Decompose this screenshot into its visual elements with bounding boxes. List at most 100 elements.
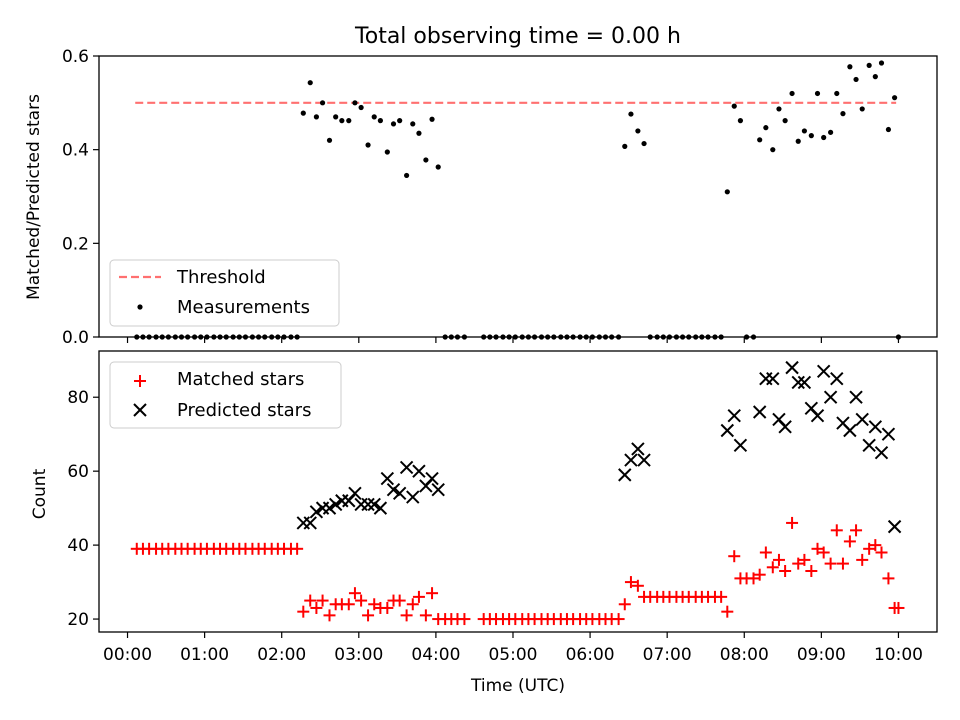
matched-point	[400, 609, 413, 622]
measurement-point	[885, 126, 892, 133]
measurement-point	[377, 118, 383, 124]
predicted-point	[720, 423, 735, 438]
predicted-point-stroke	[855, 412, 869, 427]
predicted-point-stroke	[797, 375, 812, 390]
predicted-point	[810, 408, 825, 423]
measurement-point	[763, 125, 769, 131]
measurement-point	[641, 140, 647, 147]
matched-point	[291, 542, 304, 555]
predicted-point-stroke	[887, 519, 902, 534]
predicted-point	[373, 501, 388, 515]
counts-y-tick-label: 80	[67, 388, 89, 408]
predicted-point	[412, 464, 426, 478]
x-axis-label: Time (UTC)	[470, 676, 565, 696]
predicted-point-stroke	[406, 490, 420, 504]
x-tick-label: 01:00	[180, 645, 229, 665]
x-tick-label: 09:00	[797, 645, 846, 665]
predicted-legend-swatch	[133, 403, 147, 417]
measurement-point	[859, 106, 865, 112]
measurement-point	[307, 80, 313, 86]
matched-point	[792, 557, 805, 570]
matched-point	[817, 546, 830, 559]
matched-point	[779, 564, 792, 577]
matched-point	[618, 598, 631, 611]
x-tick-label: 06:00	[566, 645, 615, 665]
predicted-point-stroke	[386, 482, 401, 497]
measurement-point	[635, 128, 641, 134]
matched-legend-swatch	[134, 375, 146, 387]
ratio-panel: 0.0 0.2 0.4 0.6 Matched/Predicted stars Thr…	[24, 47, 938, 348]
predicted-point	[618, 468, 632, 482]
ratio-y-tick-label: 0.4	[62, 141, 89, 161]
measurement-point	[319, 100, 326, 106]
measurement-point	[423, 157, 429, 163]
counts-x-ticks: 00:00 01:00 02:00 03:00 04:00 05:00 06:00 07:00…	[103, 632, 923, 665]
predicted-point	[380, 471, 395, 486]
predicted-point	[797, 375, 812, 390]
matched-point	[342, 598, 355, 611]
predicted-point	[849, 390, 863, 404]
measurement-point	[404, 172, 410, 179]
predicted-point-stroke	[431, 482, 445, 497]
predicted-point-stroke	[810, 408, 825, 423]
x-tick-label: 00:00	[103, 645, 152, 665]
matched-point	[811, 542, 824, 555]
matched-point	[856, 553, 869, 566]
measurement-point	[326, 137, 333, 143]
matched-point	[759, 546, 772, 559]
measurement-point	[333, 114, 339, 120]
predicted-point	[778, 420, 792, 434]
measurement-point	[384, 149, 390, 155]
measurement-point	[416, 130, 422, 136]
predicted-point-stroke	[303, 516, 317, 530]
predicted-point-stroke	[412, 464, 426, 478]
predicted-point-stroke	[618, 468, 632, 482]
x-tick-label: 05:00	[488, 645, 537, 665]
predicted-point-stroke	[823, 390, 838, 404]
ratio-x-ticks	[126, 337, 900, 343]
matched-point	[721, 605, 734, 618]
matched-point	[348, 587, 361, 600]
predicted-point-stroke	[881, 427, 896, 441]
predicted-point-stroke	[733, 438, 748, 452]
predicted-point	[874, 445, 889, 460]
predicted-point	[830, 372, 844, 386]
predicted-point	[624, 453, 638, 467]
matched-point	[419, 609, 432, 622]
predicted-point-stroke	[309, 505, 324, 519]
measurement-point	[410, 121, 416, 127]
predicted-point	[386, 482, 401, 497]
predicted-point	[637, 453, 651, 467]
x-tick-label: 02:00	[257, 645, 306, 665]
x-tick-label: 08:00	[720, 645, 769, 665]
measurements-legend-label: Measurements	[177, 297, 310, 318]
predicted-point-stroke	[778, 420, 792, 434]
predicted-point	[733, 438, 748, 452]
predicted-point	[862, 438, 876, 452]
matched-point	[316, 594, 329, 607]
predicted-point-stroke	[816, 364, 831, 379]
matched-point	[393, 594, 406, 607]
matched-point	[850, 524, 863, 537]
predicted-point-stroke	[361, 497, 375, 512]
predicted-point-stroke	[348, 486, 362, 501]
predicted-point-stroke	[804, 401, 819, 416]
matched-point	[875, 546, 888, 559]
measurement-point	[834, 90, 840, 97]
predicted-point	[392, 486, 407, 501]
measurement-point	[828, 129, 834, 135]
matched-point	[631, 579, 644, 592]
predicted-point	[855, 412, 869, 427]
counts-y-tick-label: 60	[67, 462, 89, 482]
matched-point	[412, 590, 425, 603]
predicted-point	[348, 486, 362, 501]
matched-point	[786, 516, 799, 529]
ratio-y-tick-label: 0.6	[62, 47, 89, 67]
predicted-point	[843, 423, 857, 438]
measurement-point	[390, 121, 397, 127]
counts-legend: Matched stars Predicted stars	[109, 361, 342, 429]
x-tick-label: 10:00	[874, 645, 923, 665]
predicted-point	[868, 420, 883, 434]
measurement-point	[814, 90, 821, 97]
predicted-point-stroke	[836, 416, 850, 430]
